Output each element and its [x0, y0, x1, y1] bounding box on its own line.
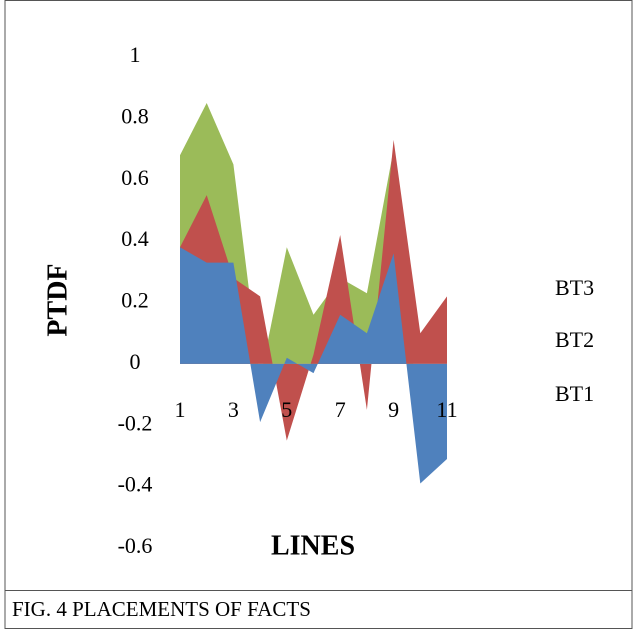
y-tick-label: 0 [130, 349, 141, 374]
x-tick-label: 1 [175, 397, 186, 422]
x-tick-label: 9 [388, 397, 399, 422]
y-tick-label: 0.4 [121, 226, 149, 251]
x-tick-label: 7 [335, 397, 346, 422]
caption: FIG. 4 PLACEMENTS OF FACTS [12, 597, 311, 621]
x-tick-label: 5 [281, 397, 292, 422]
x-axis-label: LINES [271, 530, 355, 561]
legend-label: BT3 [555, 275, 594, 300]
legend-label: BT2 [555, 327, 594, 352]
area [180, 247, 447, 484]
chart-border [4, 0, 633, 591]
y-tick-label: 0.2 [121, 288, 149, 313]
y-tick-label: 0.6 [121, 165, 149, 190]
x-tick-label: 11 [436, 397, 457, 422]
y-axis-label: PTDF [42, 263, 73, 336]
y-tick-label: -0.4 [118, 472, 153, 497]
x-tick-label: 3 [228, 397, 239, 422]
legend-label: BT1 [555, 381, 594, 406]
y-tick-label: 0.8 [121, 103, 149, 128]
y-tick-label: 1 [130, 42, 141, 67]
y-tick-label: -0.2 [118, 410, 153, 435]
y-tick-label: -0.6 [118, 533, 153, 558]
